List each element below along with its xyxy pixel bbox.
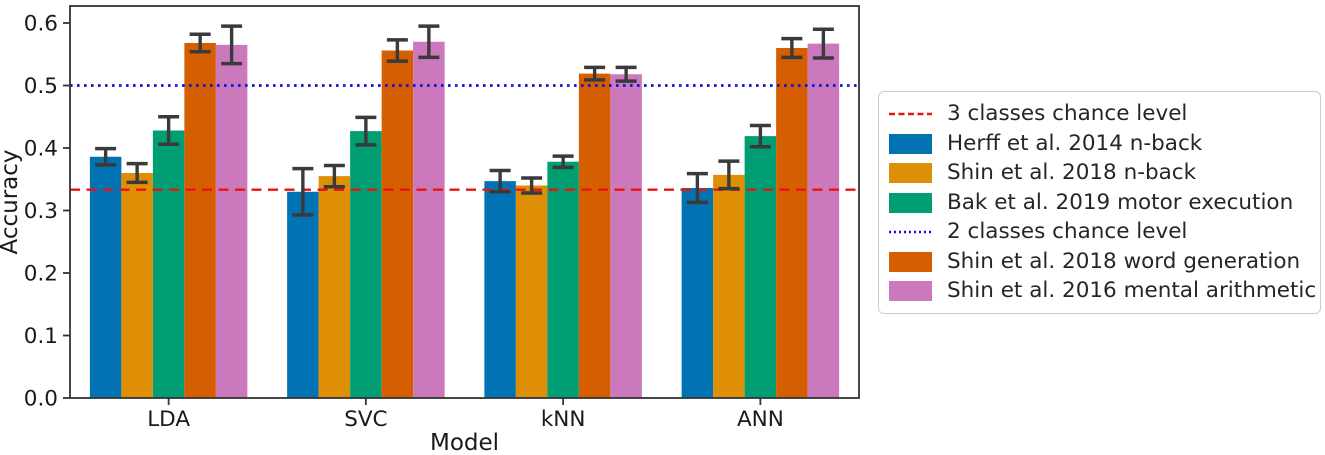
legend-color-swatch	[889, 192, 932, 213]
plot-frame	[69, 5, 860, 399]
bar-knn-s0	[484, 181, 516, 398]
legend-item-label: 2 classes chance level	[947, 219, 1188, 245]
legend-item-label: Shin et al. 2018 word generation	[947, 248, 1301, 274]
bar-svc-s2	[350, 131, 382, 398]
y-tick-label: 0.0	[24, 387, 58, 412]
bar-lda-s3	[184, 43, 216, 398]
legend-item: 3 classes chance level	[889, 100, 1310, 128]
bar-svc-s3	[381, 50, 414, 398]
legend-item-label: Herff et al. 2014 n-back	[947, 130, 1203, 156]
bar-ann-s3	[776, 48, 808, 398]
y-tick-label: 0.2	[24, 262, 58, 287]
legend-item: Herff et al. 2014 n-back	[889, 130, 1310, 158]
y-tick-label: 0.3	[24, 199, 58, 224]
legend-item-label: Shin et al. 2018 n-back	[947, 160, 1197, 186]
bar-knn-s2	[547, 161, 579, 398]
legend-item: Shin et al. 2016 mental arithmetic	[889, 277, 1316, 305]
legend-color-swatch	[889, 281, 932, 301]
x-tick-label: LDA	[147, 407, 190, 432]
bar-lda-s2	[152, 130, 185, 398]
legend-item: 2 classes chance level	[889, 218, 1310, 246]
x-axis-label: Model	[430, 430, 499, 455]
bar-lda-s1	[121, 173, 153, 398]
legend-item: Shin et al. 2018 word generation	[889, 248, 1310, 276]
legend-line-sample	[889, 230, 932, 234]
legend-color-swatch	[889, 133, 932, 154]
legend-item: Shin et al. 2018 n-back	[889, 159, 1310, 187]
x-tick-label: ANN	[737, 407, 784, 432]
bar-knn-s1	[515, 185, 548, 398]
bar-lda-s0	[89, 156, 122, 398]
x-tick-label: SVC	[344, 407, 387, 432]
y-axis-label: Accuracy	[0, 149, 23, 254]
bar-knn-s4	[610, 74, 642, 398]
legend: 3 classes chance level Herff et al. 2014 …	[878, 91, 1321, 314]
y-tick-label: 0.1	[24, 324, 58, 349]
y-tick-label: 0.5	[24, 74, 58, 99]
bar-knn-s3	[578, 73, 611, 398]
legend-color-swatch	[889, 251, 932, 272]
legend-item-label: 3 classes chance level	[947, 101, 1188, 127]
bar-ann-s1	[713, 174, 745, 398]
bar-ann-s4	[807, 43, 840, 398]
bar-svc-s4	[413, 41, 445, 398]
y-tick-label: 0.6	[24, 12, 58, 37]
legend-line-sample	[889, 112, 932, 116]
bar-svc-s0	[287, 191, 319, 398]
bar-ann-s2	[744, 136, 777, 398]
bar-lda-s4	[215, 44, 248, 398]
x-tick-label: kNN	[541, 407, 586, 432]
legend-item-label: Shin et al. 2016 mental arithmetic	[947, 278, 1317, 304]
bar-ann-s0	[681, 188, 714, 398]
legend-item: Bak et al. 2019 motor execution	[889, 189, 1310, 217]
y-tick-label: 0.4	[24, 137, 58, 162]
bar-svc-s1	[318, 176, 351, 398]
legend-color-swatch	[889, 163, 932, 183]
legend-item-label: Bak et al. 2019 motor execution	[947, 189, 1294, 215]
